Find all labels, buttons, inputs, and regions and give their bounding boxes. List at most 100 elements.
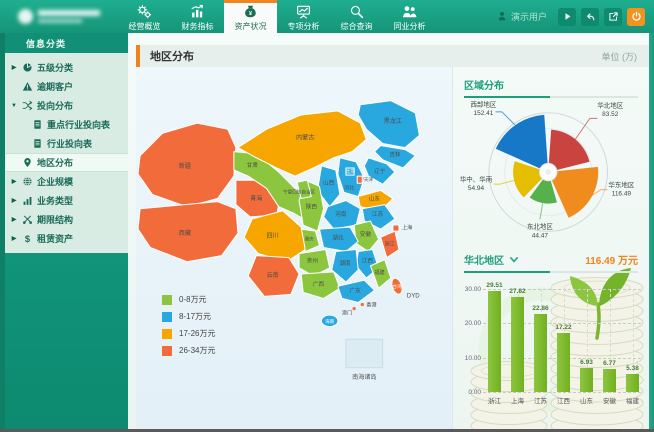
map-region-22[interactable] [243,210,306,263]
map-region-30[interactable] [369,259,392,289]
bar-category-label: 江苏 [534,398,547,405]
pie-slice-2[interactable] [548,166,599,218]
sidebar-item-7[interactable]: ▶ 企业规模 [0,172,128,191]
sidebar-item-label: 地区分布 [37,158,74,168]
pie-slice-1[interactable] [548,129,590,173]
people-icon [403,6,417,18]
bar-6[interactable]: 6.77 [603,360,616,392]
map-region-6[interactable] [357,100,420,149]
top-tab-2[interactable]: 财务指标 [171,0,224,33]
map-region-29[interactable] [337,279,376,304]
user-name: 演示用户 [510,12,547,22]
y-axis-tick: 20.00 [464,320,481,328]
expander-right-icon: ▶ [11,217,17,223]
map-region-34[interactable] [352,306,356,311]
map-region-19[interactable] [392,224,400,232]
bar-5[interactable]: 6.93 [580,359,593,392]
map-region-label: 青海 [250,195,262,203]
current-user[interactable]: 演示用户 [497,10,547,23]
tab-label: 综合查询 [340,22,373,31]
sidebar-item-3[interactable]: ▼ 投向分布 [0,96,128,115]
power-icon [631,11,641,21]
map-region-10[interactable] [345,167,355,176]
gears-icon [137,5,152,19]
sidebar-item-2[interactable]: 逾期客户 [0,77,128,96]
top-tab-5[interactable]: 综合查询 [330,0,383,33]
sidebar-item-10[interactable]: ▶ $ 租赁资产 [0,229,128,248]
sidebar-title: 信息分类 [0,33,128,53]
tab-label: 专项分析 [287,22,320,31]
map-region-33[interactable] [360,302,364,307]
app-logo [0,0,118,33]
pie-icon [23,62,32,72]
map-region-8[interactable] [363,157,396,185]
bar-category-label: 安徽 [603,398,616,405]
y-axis-tick: 0.00 [468,389,481,396]
top-tab-3[interactable]: ¥ 资产状况 [224,0,277,33]
legend-label: 8-17万元 [179,312,212,321]
map-region-23[interactable] [380,230,400,259]
undo-button[interactable] [581,7,599,26]
chevron-down-icon[interactable] [509,256,519,264]
power-button[interactable] [627,7,645,26]
map-region-2[interactable] [137,201,239,263]
map-region-label: 浙江 [385,240,395,247]
expander-right-icon: ▶ [11,198,17,204]
map-region-27[interactable] [247,255,300,297]
money-bag-icon: ¥ [245,5,256,18]
bar-3[interactable]: 22.86 [532,305,549,392]
top-tab-4[interactable]: 专项分析 [277,0,330,33]
bar-value: 27.82 [509,287,526,295]
sidebar-item-4[interactable]: 重点行业投向表 [0,115,128,134]
map-region-20[interactable] [318,226,359,253]
top-tab-6[interactable]: 同业分析 [383,0,436,33]
bar-slot-3: 22.86 江苏 [532,289,549,405]
region-total-value: 116.49 万元 [585,256,638,267]
sidebar-item-6[interactable]: 地区分布 [0,153,128,172]
sidebar-item-1[interactable]: ▶ 五级分类 [0,58,128,77]
map-region-25[interactable] [331,248,359,283]
pie-value: 152.41 [474,110,494,117]
map-region-32[interactable] [390,277,404,295]
map-region-1[interactable] [137,122,237,208]
map-region-26[interactable] [298,248,331,277]
map-region-28[interactable] [300,271,341,299]
sidebar-item-9[interactable]: ▶ 期限结构 [0,210,128,229]
logo-text-blurred [38,10,100,23]
play-button[interactable] [558,7,576,26]
map-region-7[interactable] [374,145,416,169]
sidebar-item-label: 行业投向表 [47,139,93,149]
legend-item-3: 17-26万元 [162,328,215,339]
sidebar-item-8[interactable]: ▶ 业务类型 [0,191,128,210]
bar-1[interactable]: 29.51 [486,282,503,392]
legend-label: 0-8万元 [179,295,207,304]
map-region-label: 福建 [375,269,385,276]
scissors-icon [23,215,32,224]
export-button[interactable] [604,7,622,26]
map-region-31[interactable] [321,314,339,327]
map-region-label: 台湾 [392,283,402,290]
map-region-11[interactable] [356,175,363,184]
bar-7[interactable]: 5.38 [626,365,639,392]
map-region-5[interactable] [237,110,367,177]
sidebar-item-label: 企业规模 [37,177,74,187]
vertical-scrollbar[interactable] [649,33,654,429]
map-region-label: 陕西 [306,203,318,211]
bar-2[interactable]: 27.82 [509,288,526,392]
bar-4[interactable]: 17.22 [555,324,572,392]
bar-region-selector[interactable]: 华北地区 [464,256,504,267]
legend-item-1: 0-8万元 [162,294,215,305]
top-tab-1[interactable]: 经营概览 [118,0,171,33]
map-region-15[interactable] [296,179,312,200]
y-axis-tick: 10.00 [464,354,481,362]
legend-swatch [162,328,172,339]
pie-slice-5[interactable] [495,114,549,173]
pie-label: 西部地区 [470,99,496,108]
map-region-label: 广西 [313,280,325,288]
legend-swatch [162,311,172,322]
map-region-label: 甘肃 [247,161,259,169]
bar-plot: 30.00 20.00 10.00 0.00 29.51 浙江 27.82 上海 22.86 江苏… [465,282,641,405]
top-nav-tabs: 经营概览 财务指标 ¥ 资产状况 专项分析 综合查询 同业分析 [118,0,436,33]
map-extra-label: DYD [407,292,420,299]
sidebar-item-5[interactable]: 行业投向表 [0,134,128,153]
